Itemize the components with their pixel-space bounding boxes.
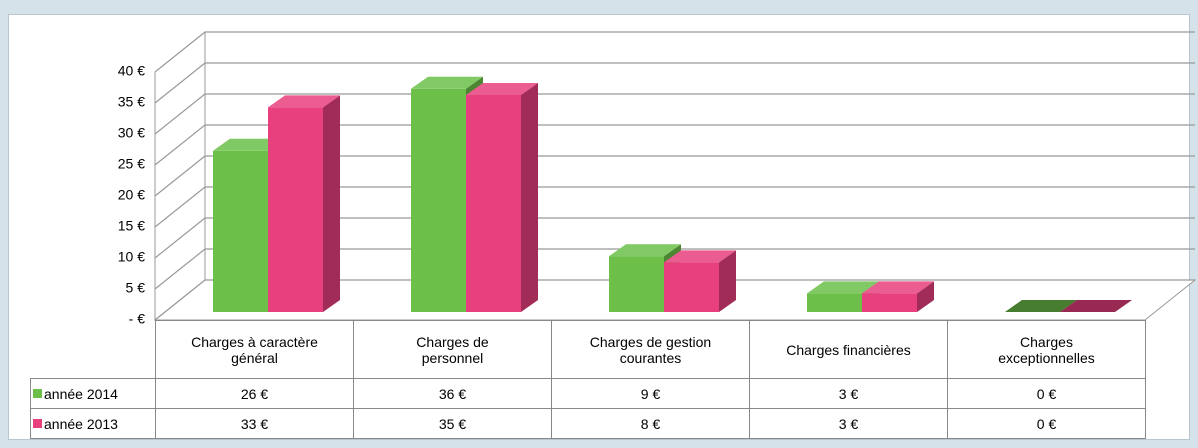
- legend-key: [33, 419, 42, 428]
- grid-line: [154, 93, 1195, 135]
- bar-front: [411, 88, 466, 312]
- y-tick-label: 5 €: [126, 280, 146, 296]
- bar-front: [664, 262, 719, 312]
- grid-line: [154, 186, 1195, 228]
- bar: [1060, 300, 1132, 312]
- bar-side: [917, 281, 934, 312]
- value-cell-text: 26 €: [240, 385, 269, 402]
- grid-line: [154, 279, 1195, 321]
- value-cell-text: 33 €: [240, 415, 269, 432]
- bar: [1005, 300, 1077, 312]
- bar-side-shade: [917, 281, 934, 312]
- bar-front: [807, 293, 862, 312]
- bar-side-shade: [521, 83, 538, 312]
- category-cell: Charges à caractère général: [155, 320, 354, 379]
- bar-top-shade: [609, 244, 681, 257]
- value-cell: 9 €: [551, 378, 750, 409]
- bar-top: [1005, 300, 1077, 312]
- y-tick-label: 20 €: [118, 187, 145, 203]
- value-cell: 26 €: [155, 378, 354, 409]
- y-tick-label: 35 €: [118, 94, 145, 110]
- grid-line: [154, 124, 1195, 166]
- value-cell-text: 3 €: [838, 415, 859, 432]
- bar-top-shade: [664, 250, 736, 263]
- bar-side: [521, 83, 538, 312]
- bar: [664, 250, 736, 312]
- bar-top-shade: [411, 76, 483, 89]
- bar-top-shade: [466, 83, 538, 95]
- value-cell-text: 35 €: [438, 415, 467, 432]
- category-cell-text: Charges de gestion courantes: [589, 333, 712, 366]
- category-cell-text: Charges exceptionnelles: [998, 333, 1095, 366]
- category-cell-text: Charges de personnel: [416, 333, 489, 366]
- legend-cell: année 2013: [30, 408, 156, 439]
- category-cell: Charges financières: [749, 320, 948, 379]
- grid-line: [154, 248, 1195, 290]
- y-tick-label: - €: [129, 311, 146, 327]
- bar: [466, 83, 538, 312]
- legend-cell-text: année 2013: [44, 415, 118, 432]
- bar-front: [466, 95, 521, 312]
- value-cell: 0 €: [947, 408, 1146, 439]
- grid-line: [154, 217, 1195, 259]
- bar-front: [609, 256, 664, 312]
- category-cell: Charges de personnel: [353, 320, 552, 379]
- y-tick-label: 10 €: [118, 249, 145, 265]
- y-tick-label: 40 €: [118, 63, 145, 79]
- bar-top: [268, 95, 340, 108]
- legend-key: [33, 389, 42, 398]
- category-cell-text: Charges financières: [786, 341, 911, 358]
- value-cell: 8 €: [551, 408, 750, 439]
- bar-front: [862, 293, 917, 312]
- bar-top-shade: [862, 281, 934, 294]
- bar-top: [609, 244, 681, 257]
- grid-line: [154, 155, 1195, 197]
- bar: [862, 281, 934, 312]
- value-cell: 33 €: [155, 408, 354, 439]
- bar-front: [268, 107, 323, 313]
- grid-line: [154, 62, 1195, 104]
- grid-line: [154, 31, 1195, 73]
- value-cell: 36 €: [353, 378, 552, 409]
- bar-side: [719, 250, 736, 312]
- bar-top-shade: [268, 95, 340, 108]
- bar-front: [213, 150, 268, 312]
- category-cell-text: Charges à caractère général: [191, 333, 318, 366]
- value-cell-text: 3 €: [838, 385, 859, 402]
- bar-top: [862, 281, 934, 294]
- value-cell-text: 36 €: [438, 385, 467, 402]
- bar-top: [411, 76, 483, 89]
- y-tick-label: 25 €: [118, 156, 145, 172]
- bar-side-shade: [719, 250, 736, 312]
- bar-top-shade: [807, 281, 879, 294]
- y-tick-label: 15 €: [118, 218, 145, 234]
- bar-top: [664, 250, 736, 263]
- bar-top: [213, 138, 285, 151]
- value-cell-text: 0 €: [1036, 385, 1057, 402]
- value-cell: 35 €: [353, 408, 552, 439]
- bar-side: [323, 95, 340, 313]
- bar-top-shade: [1060, 300, 1132, 312]
- category-cell: Charges de gestion courantes: [551, 320, 750, 379]
- legend-cell-text: année 2014: [44, 385, 118, 402]
- bar: [268, 95, 340, 313]
- value-cell-text: 0 €: [1036, 415, 1057, 432]
- bar-top: [807, 281, 879, 294]
- bar-top-shade: [1005, 300, 1077, 312]
- bar-top-shade: [213, 138, 285, 151]
- legend-cell: année 2014: [30, 378, 156, 409]
- value-cell: 3 €: [749, 408, 948, 439]
- bar-side-shade: [323, 95, 340, 313]
- y-tick-label: 30 €: [118, 125, 145, 141]
- value-cell-text: 8 €: [640, 415, 661, 432]
- bar-top: [466, 83, 538, 95]
- value-cell: 0 €: [947, 378, 1146, 409]
- category-cell: Charges exceptionnelles: [947, 320, 1146, 379]
- value-cell-text: 9 €: [640, 385, 661, 402]
- bar-top: [1060, 300, 1132, 312]
- value-cell: 3 €: [749, 378, 948, 409]
